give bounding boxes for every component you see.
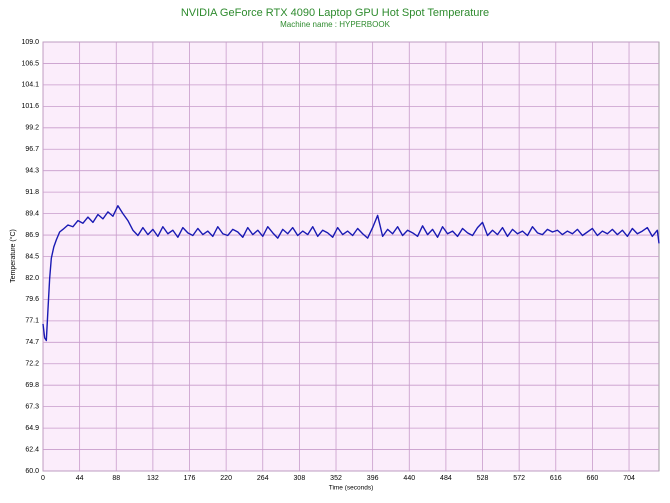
x-tick-label: 616 [550,475,562,482]
x-tick-label: 704 [623,475,635,482]
x-tick-label: 528 [477,475,489,482]
x-tick-label: 176 [184,475,196,482]
x-tick-label: 220 [220,475,232,482]
y-tick-label: 79.6 [25,296,39,303]
x-tick-label: 660 [587,475,599,482]
y-tick-label: 84.5 [25,253,39,260]
x-tick-label: 44 [76,475,84,482]
data-line [42,205,660,342]
x-tick-label: 308 [294,475,306,482]
y-tick-label: 77.1 [25,318,39,325]
x-axis-label: Time (seconds) [329,485,374,492]
x-tick-label: 352 [330,475,342,482]
x-tick-label: 440 [403,475,415,482]
x-tick-label: 396 [367,475,379,482]
y-tick-label: 104.1 [21,82,39,89]
y-tick-label: 91.8 [25,189,39,196]
y-tick-label: 60.0 [25,468,39,475]
y-tick-label: 96.7 [25,146,39,153]
y-tick-label: 69.8 [25,382,39,389]
x-tick-label: 484 [440,475,452,482]
chart-title: NVIDIA GeForce RTX 4090 Laptop GPU Hot S… [181,7,489,19]
y-tick-label: 67.3 [25,403,39,410]
y-tick-label: 62.4 [25,446,39,453]
y-tick-label: 64.9 [25,425,39,432]
y-tick-label: 74.7 [25,339,39,346]
y-tick-label: 109.0 [21,39,39,46]
y-tick-label: 72.2 [25,361,39,368]
x-tick-label: 132 [147,475,159,482]
x-tick-label: 0 [41,475,45,482]
x-tick-label: 88 [112,475,120,482]
y-axis-label: Temperature (°C) [9,229,17,283]
y-tick-label: 99.2 [25,125,39,132]
x-tick-label: 264 [257,475,269,482]
x-tick-label: 572 [513,475,525,482]
y-tick-label: 86.9 [25,232,39,239]
y-tick-label: 89.4 [25,210,39,217]
y-tick-label: 106.5 [21,60,39,67]
y-tick-label: 82.0 [25,275,39,282]
y-tick-label: 94.3 [25,168,39,175]
chart-subtitle: Machine name : HYPERBOOK [280,20,390,29]
y-tick-label: 101.6 [21,103,39,110]
